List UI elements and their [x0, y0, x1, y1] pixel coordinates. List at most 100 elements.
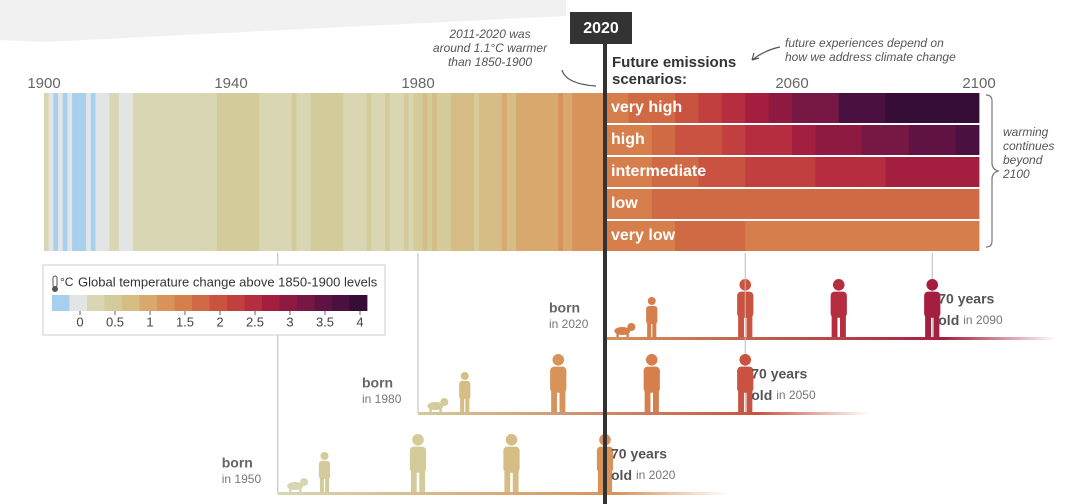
annotation: 2100 [1002, 167, 1030, 181]
color-swatch [297, 295, 315, 311]
person-body [737, 366, 754, 393]
scenario-stripe [698, 93, 723, 123]
stripe [207, 93, 213, 251]
stripe [240, 93, 246, 251]
color-swatch [349, 295, 368, 311]
person-limb [647, 322, 652, 337]
stripe [502, 93, 508, 251]
stripe [333, 93, 340, 251]
annotation: beyond [1003, 153, 1043, 167]
stripe [212, 93, 218, 251]
stripe [520, 93, 527, 251]
scenario-stripe [885, 93, 910, 123]
person-head [460, 372, 469, 380]
stripe [441, 93, 447, 251]
scenario-stripe [605, 157, 629, 187]
end-year: in 2090 [963, 313, 1003, 327]
born-label: born [222, 455, 253, 471]
legend-tick-label: 4 [356, 314, 363, 329]
scenario-stripe [955, 157, 980, 187]
scenario-stripe [745, 93, 770, 123]
stripe [324, 93, 330, 251]
old-label: old in 2050 [751, 387, 816, 403]
stripe [184, 93, 190, 251]
scenario-stripe [745, 125, 770, 155]
scenario-stripe [651, 125, 676, 155]
scenario-stripe [955, 93, 980, 123]
stripe [118, 93, 125, 251]
stripe [263, 93, 269, 251]
stripe [226, 93, 232, 251]
life-line [418, 412, 871, 415]
scenario-stripe [768, 157, 793, 187]
scenario-stripe [815, 125, 840, 155]
stripe [301, 93, 307, 251]
now-label: 2020 [583, 20, 619, 37]
stripe [530, 93, 536, 251]
stripe [366, 93, 372, 251]
annotation-arrow [751, 46, 781, 61]
stripe [600, 93, 606, 251]
legend-unit: °C [60, 275, 74, 289]
person-head [739, 354, 752, 366]
old-word: old [611, 467, 632, 483]
stripe [576, 93, 583, 251]
scenario-stripe [768, 189, 793, 219]
person-limb [410, 471, 417, 492]
annotation-arrow [561, 69, 597, 87]
stripe [347, 93, 354, 251]
scenario-stripe [838, 93, 863, 123]
person-head [505, 434, 518, 446]
color-swatch [332, 295, 350, 311]
scenario-stripe [908, 157, 933, 187]
stripe [156, 93, 162, 251]
stripe [268, 93, 274, 251]
stripe [338, 93, 344, 251]
scenario-stripe [745, 221, 770, 251]
scenario-stripe [908, 93, 933, 123]
person-limb [289, 488, 292, 492]
stripe [188, 93, 195, 251]
stripe [553, 93, 559, 251]
stripe [81, 93, 87, 251]
stripe [357, 93, 363, 251]
person-body [459, 381, 471, 399]
person-head [440, 398, 449, 406]
stripe [114, 93, 120, 251]
person-limb [738, 391, 744, 412]
x-tick-label: 1900 [27, 75, 60, 92]
scenario-stripe [862, 221, 886, 251]
person-limb [465, 397, 470, 412]
stripe [259, 93, 265, 251]
color-swatch [314, 295, 333, 311]
scenario-stripe [955, 189, 980, 219]
scenario-stripe [838, 221, 863, 251]
person [427, 398, 449, 412]
color-swatch [52, 295, 70, 311]
stripe [380, 93, 386, 251]
scenario-stripe [628, 125, 653, 155]
person [550, 354, 567, 412]
legend-tick-label: 2.5 [246, 314, 264, 329]
stripe [44, 93, 50, 251]
stripe [483, 93, 489, 251]
stripe [104, 93, 111, 251]
legend-tick-label: 3.5 [316, 314, 334, 329]
stripe [48, 93, 54, 251]
color-swatch [104, 295, 123, 311]
scenario-stripe [675, 93, 699, 123]
stripe [460, 93, 466, 251]
annotation: future experiences depend on [785, 36, 944, 50]
person-limb [831, 316, 838, 337]
scenario-stripe [745, 157, 770, 187]
scenario-stripe [675, 221, 699, 251]
stripe [254, 93, 260, 251]
stripe [72, 93, 78, 251]
scenario-stripe [792, 189, 816, 219]
stripe [142, 93, 148, 251]
person-limb [429, 408, 432, 412]
scenario-stripe [651, 93, 676, 123]
person-head [320, 452, 329, 460]
stripe [371, 93, 377, 251]
